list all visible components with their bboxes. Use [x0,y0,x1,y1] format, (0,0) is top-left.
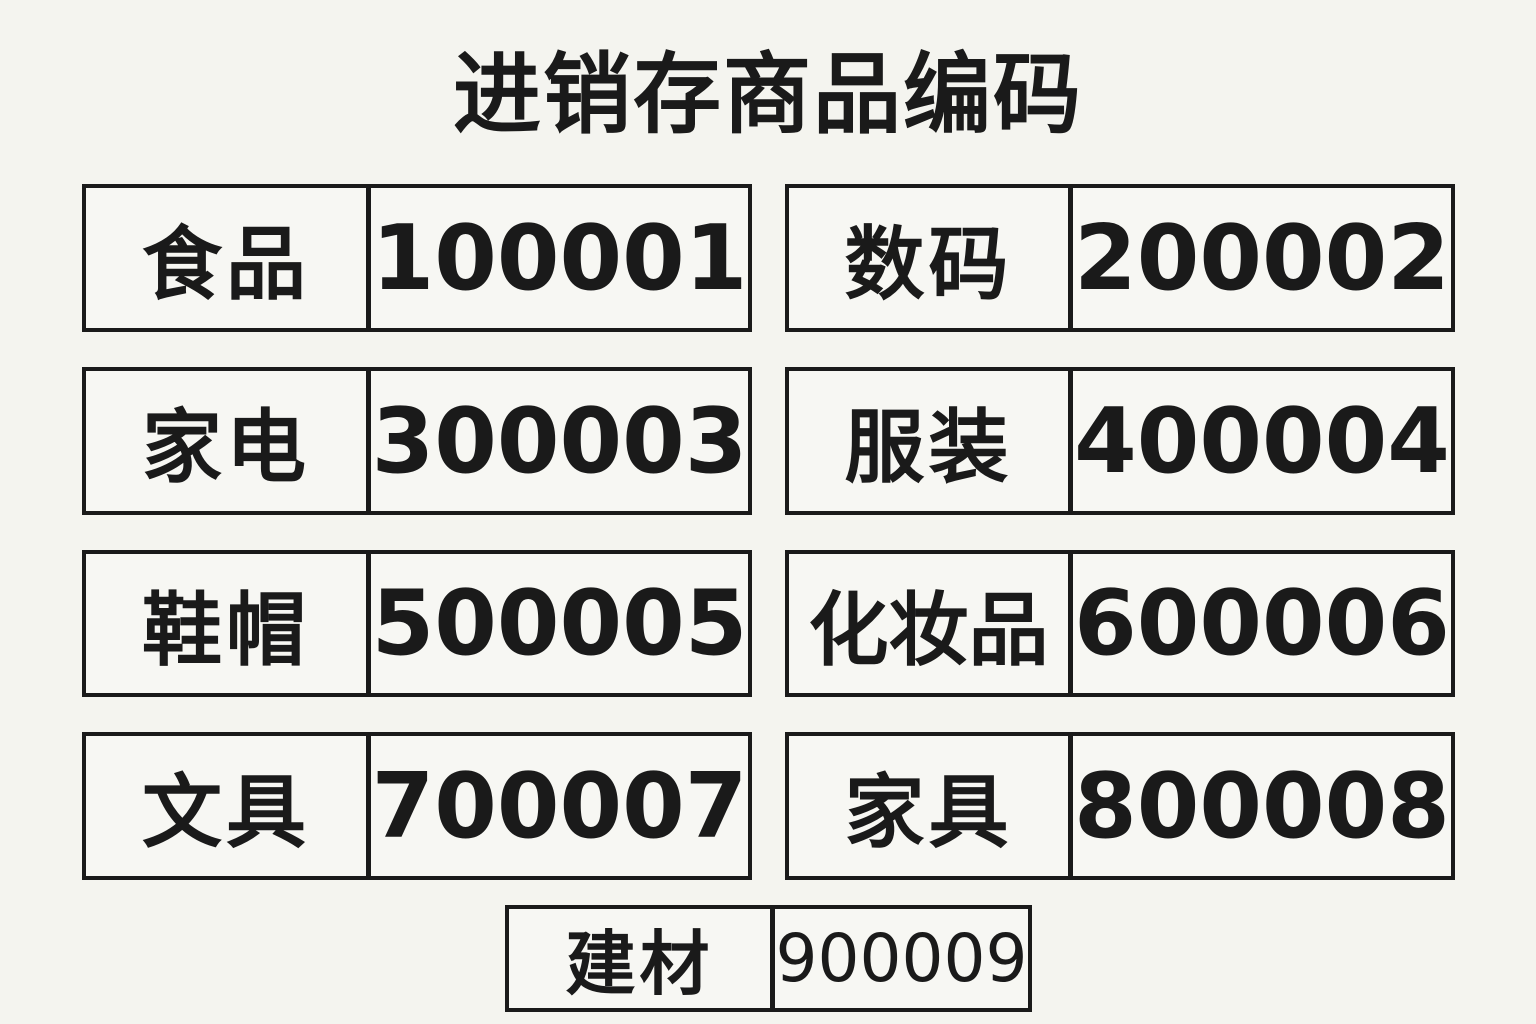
category-name: 鞋帽 [86,554,371,693]
product-code-card: 食品 100001 [82,184,752,332]
category-code: 300003 [371,388,748,494]
product-code-card: 服装 400004 [785,367,1455,515]
category-code: 700007 [371,753,748,859]
category-name: 建材 [509,909,775,1008]
category-code: 200002 [1074,205,1450,311]
product-code-card: 鞋帽 500005 [82,550,752,697]
category-name: 家电 [86,371,371,511]
product-code-card: 建材 900009 [505,905,1032,1012]
category-name: 数码 [789,188,1073,328]
category-code: 100001 [371,205,748,311]
product-code-card: 文具 700007 [82,732,752,880]
category-name: 服装 [789,371,1073,511]
category-name: 食品 [86,188,371,328]
product-code-card: 家具 800008 [785,732,1455,880]
category-code: 900009 [775,920,1028,997]
product-code-card: 数码 200002 [785,184,1455,332]
category-code: 500005 [371,571,748,676]
page-title: 进销存商品编码 [452,43,1083,146]
product-code-card: 家电 300003 [82,367,752,515]
product-code-card: 化妆品 600006 [785,550,1455,697]
category-code: 600006 [1074,571,1450,676]
category-name: 化妆品 [789,554,1073,693]
category-name: 家具 [789,736,1073,876]
category-code: 800008 [1074,753,1450,859]
category-code: 400004 [1074,388,1450,494]
category-name: 文具 [86,736,371,876]
